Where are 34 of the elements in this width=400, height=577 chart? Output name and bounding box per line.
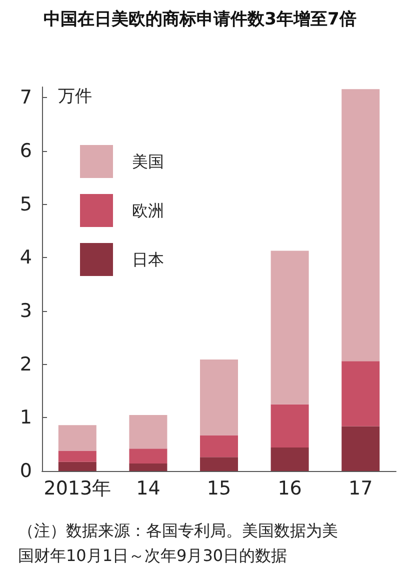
y-tick-label: 2 bbox=[20, 353, 32, 376]
legend-label: 日本 bbox=[132, 250, 164, 269]
bar bbox=[129, 415, 168, 449]
bar bbox=[200, 457, 238, 471]
x-tick-label: 16 bbox=[278, 478, 302, 500]
bar bbox=[270, 250, 309, 404]
bar bbox=[129, 448, 168, 464]
x-tick-label: 17 bbox=[348, 478, 373, 500]
chart-title: 中国在日美欧的商标申请件数3年增至7倍 bbox=[44, 10, 356, 30]
bar bbox=[270, 448, 309, 471]
y-tick-label: 3 bbox=[20, 300, 32, 322]
bar bbox=[270, 404, 309, 448]
y-tick-label: 1 bbox=[20, 406, 32, 429]
bar bbox=[200, 435, 238, 458]
bar bbox=[58, 462, 96, 471]
bar bbox=[58, 425, 96, 451]
bar bbox=[200, 360, 238, 436]
x-tick-label: 14 bbox=[136, 478, 160, 500]
bar bbox=[342, 426, 380, 471]
x-tick-label: 2013年 bbox=[44, 478, 112, 500]
bar bbox=[342, 89, 380, 362]
bar bbox=[342, 361, 380, 426]
bar bbox=[129, 464, 168, 471]
legend-label: 美国 bbox=[132, 152, 164, 171]
x-tick-label: 15 bbox=[206, 478, 232, 500]
y-axis-title: 万件 bbox=[58, 86, 92, 106]
y-tick-label: 4 bbox=[20, 246, 32, 269]
y-tick-label: 6 bbox=[20, 140, 32, 162]
legend-label: 欧洲 bbox=[132, 201, 164, 220]
y-tick-label: 5 bbox=[20, 193, 32, 216]
text: （注）数据来源：各国专利局。美国数据为美国财年10月1日～次年9月30日的数据 bbox=[18, 521, 338, 565]
y-tick-label: 7 bbox=[20, 86, 32, 109]
y-tick-label: 0 bbox=[20, 460, 32, 482]
bar bbox=[58, 450, 96, 462]
